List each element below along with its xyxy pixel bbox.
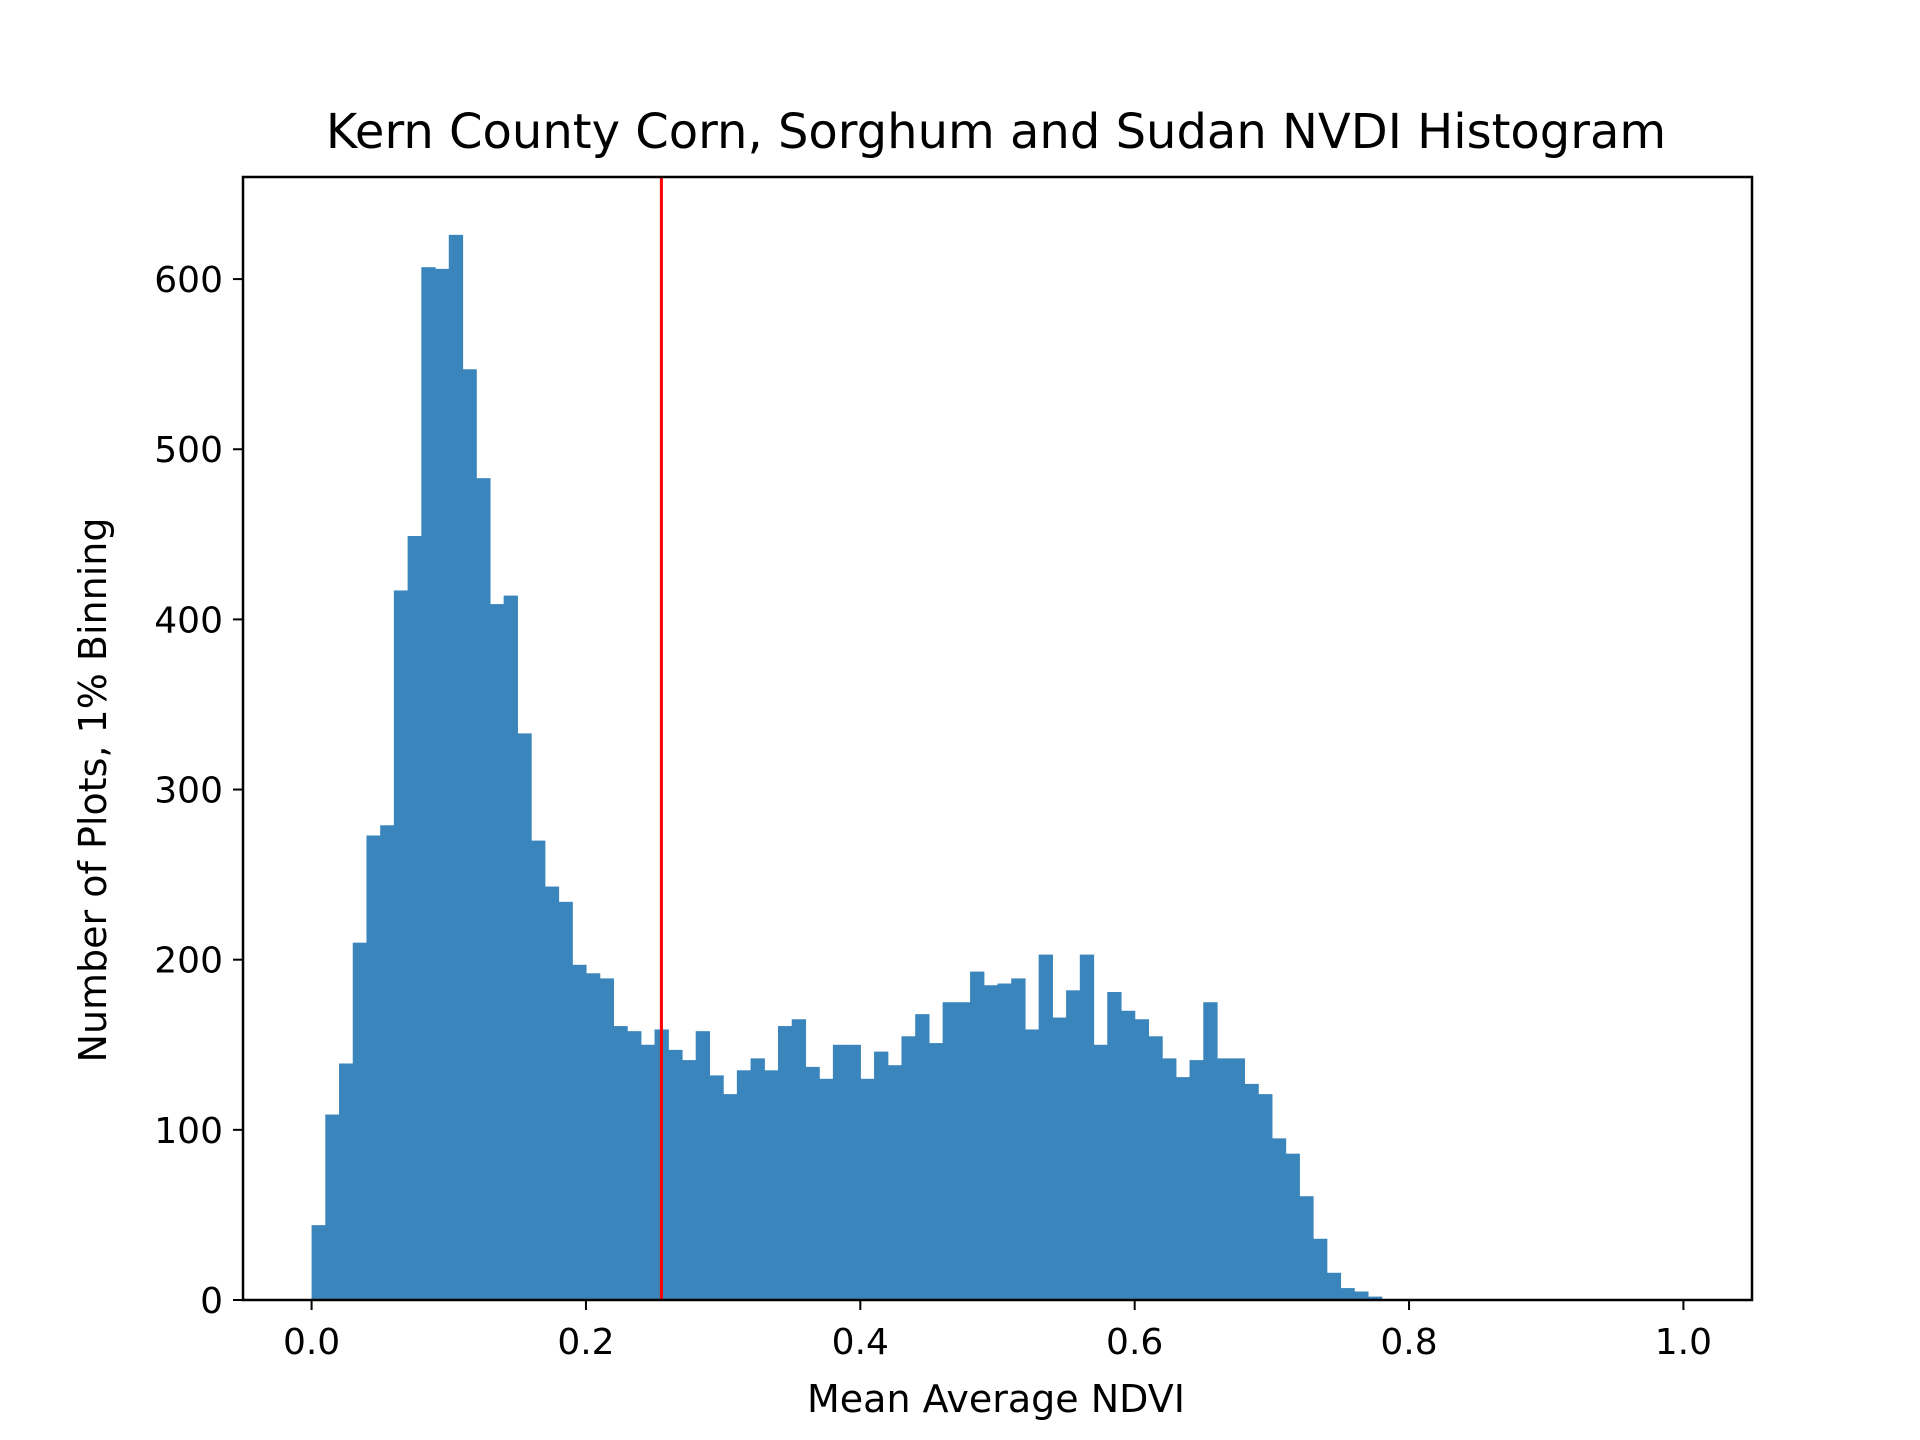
x-tick-label: 0.4 — [832, 1322, 889, 1363]
histogram-bar — [1354, 1291, 1369, 1300]
histogram-bar — [311, 1225, 326, 1300]
histogram-bar — [668, 1049, 683, 1300]
histogram-bar — [709, 1075, 724, 1300]
x-axis-label: Mean Average NDVI — [807, 1377, 1185, 1421]
histogram-bar — [1120, 1010, 1136, 1300]
histogram-bar — [819, 1078, 834, 1300]
histogram-bar — [750, 1058, 765, 1300]
y-tick-label: 600 — [154, 260, 223, 301]
histogram-bar — [366, 835, 381, 1300]
y-tick-label: 300 — [154, 771, 223, 812]
histogram-bar — [983, 985, 999, 1300]
histogram-bar — [627, 1031, 642, 1300]
histogram-bar — [970, 971, 985, 1300]
histogram-bar — [956, 1002, 971, 1300]
histogram-bar — [489, 604, 505, 1300]
histogram-bar — [1079, 954, 1095, 1300]
y-tick-label: 500 — [154, 430, 223, 471]
histogram-bar — [339, 1063, 354, 1300]
histogram-bar — [585, 973, 601, 1300]
histogram-bar — [352, 942, 368, 1300]
histogram-bar — [860, 1078, 875, 1300]
x-tick-label: 0.0 — [283, 1322, 340, 1363]
x-tick-label: 0.6 — [1106, 1322, 1163, 1363]
histogram-bar — [1216, 1058, 1232, 1300]
histogram-bar — [613, 1026, 628, 1300]
y-axis-label: Number of Plots, 1% Binning — [71, 518, 115, 1063]
histogram-bar — [448, 234, 464, 1300]
histogram-bar — [1189, 1060, 1204, 1300]
y-tick-label: 0 — [200, 1281, 223, 1322]
histogram-bar — [791, 1019, 807, 1300]
x-tick-label: 1.0 — [1655, 1322, 1712, 1363]
histogram-bar — [393, 590, 409, 1300]
histogram-bar — [1367, 1296, 1383, 1300]
histogram-bar — [1066, 990, 1081, 1300]
histogram-bar — [462, 369, 477, 1300]
histogram-bar — [435, 268, 450, 1300]
histogram-bar — [681, 1060, 697, 1300]
chart-title: Kern County Corn, Sorghum and Sudan NVDI… — [326, 104, 1666, 160]
histogram-bar — [1299, 1196, 1314, 1300]
histogram-bar — [1162, 1058, 1177, 1300]
histogram-bar — [915, 1014, 930, 1300]
histogram-bar — [380, 825, 395, 1300]
y-tick-label: 400 — [154, 600, 223, 641]
histogram-bar — [1203, 1002, 1218, 1300]
histogram-bar — [846, 1044, 861, 1300]
histogram-bar — [778, 1026, 793, 1300]
histogram-bar — [997, 983, 1012, 1300]
histogram-bar — [805, 1066, 820, 1300]
x-axis-ticks: 0.0 0.2 0.4 0.6 0.8 1.0 — [283, 1300, 1712, 1363]
histogram-bar — [476, 478, 491, 1300]
histogram-bar — [1285, 1153, 1300, 1300]
histogram-bar — [1107, 992, 1122, 1300]
x-tick-label: 0.8 — [1380, 1322, 1437, 1363]
histogram-bar — [1134, 1019, 1149, 1300]
histogram-bar — [1175, 1077, 1191, 1300]
histogram-bar — [531, 840, 546, 1300]
histogram-bar — [558, 901, 573, 1300]
histogram-bar — [1230, 1058, 1246, 1300]
y-tick-label: 200 — [154, 941, 223, 982]
histogram-bar — [887, 1065, 903, 1300]
histogram-bar — [599, 978, 614, 1300]
histogram-bar — [325, 1114, 340, 1300]
histogram-bar — [1038, 954, 1053, 1300]
histogram-bar — [1148, 1036, 1163, 1300]
y-tick-label: 100 — [154, 1111, 223, 1152]
histogram-bar — [1052, 1017, 1067, 1300]
histogram-bar — [572, 964, 587, 1300]
histogram-bar — [421, 267, 436, 1300]
plot-frame — [241, 175, 1754, 1302]
histogram-bar — [640, 1044, 656, 1300]
histogram-bar — [1011, 978, 1026, 1300]
histogram-bar — [942, 1002, 957, 1300]
histogram-bar — [1340, 1288, 1355, 1300]
histogram-bar — [517, 733, 532, 1300]
histogram-bar — [901, 1036, 916, 1300]
histogram-bar — [874, 1051, 889, 1300]
histogram-bar — [1313, 1238, 1328, 1300]
histogram-bar — [1024, 1029, 1040, 1300]
histogram-bar — [736, 1070, 752, 1300]
histogram-bar — [764, 1070, 779, 1300]
histogram-bars — [311, 234, 1383, 1300]
histogram-bar — [695, 1031, 711, 1300]
histogram-bar — [1244, 1083, 1259, 1300]
histogram-bar — [544, 886, 560, 1300]
histogram-bar — [1326, 1272, 1342, 1300]
histogram-bar — [1093, 1044, 1108, 1300]
histogram-bar — [1258, 1094, 1273, 1300]
histogram-bar — [1271, 1138, 1287, 1300]
histogram-bar — [723, 1094, 738, 1300]
y-axis-ticks: 0 100 200 300 400 500 600 — [154, 260, 243, 1322]
histogram-bar — [503, 595, 518, 1300]
x-tick-label: 0.2 — [557, 1322, 614, 1363]
histogram-bar — [407, 536, 422, 1300]
histogram-bar — [832, 1044, 848, 1300]
histogram-bar — [928, 1043, 944, 1300]
